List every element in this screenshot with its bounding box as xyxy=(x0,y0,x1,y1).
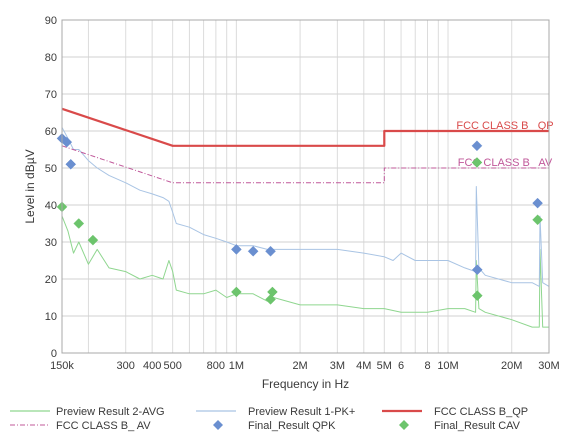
y-axis-title: Level in dBµV xyxy=(23,149,37,223)
final-result-qpk-legend-swatch xyxy=(213,420,223,430)
final-result-qpk-legend-label: Final_Result QPK xyxy=(248,420,336,432)
x-tick-label: 500 xyxy=(163,360,181,372)
x-tick-label: 30M xyxy=(538,360,559,372)
y-tick-label: 0 xyxy=(51,348,57,360)
final-result-qpk-point xyxy=(533,198,543,208)
fcc-class-b-av-legend-label: FCC CLASS B_ AV xyxy=(56,420,151,432)
x-tick-label: 150k xyxy=(50,360,74,372)
x-tick-label: 20M xyxy=(501,360,522,372)
final-result-qpk-point xyxy=(248,246,258,256)
x-axis-title: Frequency in Hz xyxy=(262,377,349,391)
y-tick-label: 40 xyxy=(45,200,57,212)
limit-annotations: FCC CLASS B_ QP FCC CLASS B_ AV xyxy=(456,120,553,169)
x-tick-label: 2M xyxy=(292,360,307,372)
x-tick-label: 300 xyxy=(117,360,135,372)
preview-result-1-pk-line xyxy=(62,127,549,286)
x-tick-label: 3M xyxy=(330,360,345,372)
final-result-cav-point xyxy=(74,219,84,229)
final-result-qpk-point xyxy=(266,246,276,256)
y-tick-label: 20 xyxy=(45,274,57,286)
final-result-qpk-point xyxy=(472,265,482,275)
final-result-cav-point xyxy=(533,215,543,225)
final-result-qpk-point xyxy=(472,141,482,151)
final-result-cav-legend-label: Final_Result CAV xyxy=(434,420,521,432)
final-result-cav-point xyxy=(472,291,482,301)
preview-result-2-avg-legend-label: Preview Result 2-AVG xyxy=(56,406,165,418)
x-tick-label: 400 xyxy=(143,360,161,372)
x-tick-label: 1M xyxy=(229,360,244,372)
final-result-cav-legend-swatch xyxy=(399,420,409,430)
x-tick-label: 6 xyxy=(398,360,404,372)
y-tick-label: 30 xyxy=(45,237,57,249)
y-tick-label: 50 xyxy=(45,163,57,175)
final-result-cav-point xyxy=(88,235,98,245)
y-tick-label: 60 xyxy=(45,126,57,138)
limit-annotation: FCC CLASS B_ QP xyxy=(456,120,553,132)
fcc-class-b-qp-legend-label: FCC CLASS B_QP xyxy=(434,406,528,418)
y-tick-label: 70 xyxy=(45,89,57,101)
y-tick-label: 10 xyxy=(45,311,57,323)
preview-result-1-pk-legend-label: Preview Result 1-PK+ xyxy=(248,406,355,418)
x-tick-label: 8 xyxy=(424,360,430,372)
x-tick-label: 4M xyxy=(356,360,371,372)
y-tick-label: 80 xyxy=(45,52,57,64)
final-result-cav-point xyxy=(266,294,276,304)
legend: Preview Result 2-AVG Preview Result 1-PK+… xyxy=(10,406,528,432)
x-tick-label: 800 xyxy=(207,360,225,372)
x-tick-label: 5M xyxy=(377,360,392,372)
axis-labels: 0 10 20 30 40 50 60 70 80 90 150k 300 400 500 800 1M 2M 3… xyxy=(45,15,560,372)
final-result-cav-point xyxy=(267,287,277,297)
y-tick-label: 90 xyxy=(45,15,57,27)
x-tick-label: 10M xyxy=(437,360,458,372)
limit-annotation: FCC CLASS B_ AV xyxy=(458,157,553,169)
